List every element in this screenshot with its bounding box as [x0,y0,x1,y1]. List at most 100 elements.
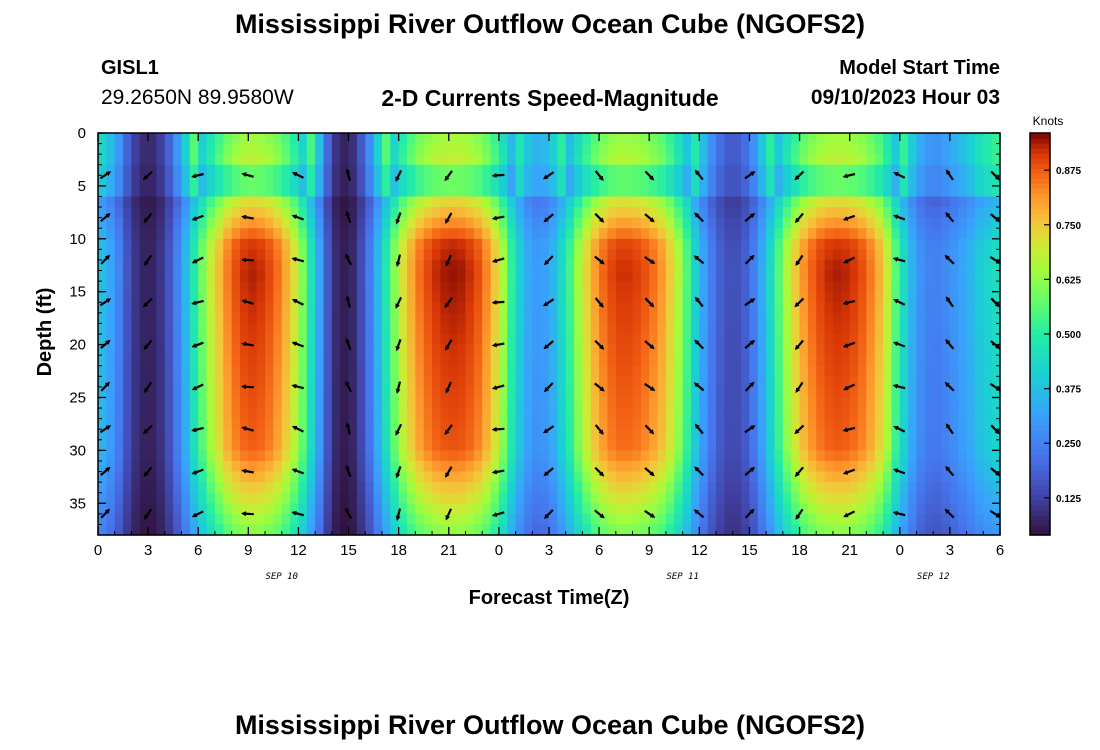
colorbar-cell [1030,369,1050,375]
heatmap-cell [774,196,784,208]
heatmap-cell [189,334,199,346]
heatmap-cell [365,217,375,229]
heatmap-cell [189,164,199,176]
heatmap-cell [139,482,149,494]
heatmap-cell [958,259,968,272]
heatmap-cell [791,281,801,293]
heatmap-cell [908,238,918,250]
heatmap-cell [574,185,584,198]
heatmap-cell [824,503,834,515]
heatmap-cell [849,429,859,441]
heatmap-cell [381,418,391,430]
heatmap-cell [473,408,483,420]
heatmap-cell [565,450,575,462]
heatmap-cell [98,513,107,526]
heatmap-cell [649,228,659,240]
heatmap-cell [741,164,751,176]
heatmap-cell [148,185,158,198]
heatmap-cell [640,259,650,272]
heatmap-cell [590,259,600,272]
current-vector [542,171,555,180]
heatmap-cell [724,344,734,356]
heatmap-cell [891,185,901,198]
heatmap-cell [757,418,767,430]
heatmap-cell [883,513,893,526]
heatmap-cell [841,217,851,229]
heatmap-cell [824,365,834,377]
heatmap-cell [281,492,291,504]
heatmap-cell [632,397,642,409]
heatmap-cell [649,482,659,494]
heatmap-cell [549,164,558,176]
heatmap-cell [749,524,759,536]
heatmap-cell [239,344,249,356]
heatmap-cell [540,524,550,536]
heatmap-cell [924,133,934,145]
heatmap-cell [181,460,191,473]
heatmap-cell [265,249,274,261]
heatmap-cell [883,450,893,462]
current-vector [744,254,755,265]
heatmap-cell [331,259,341,272]
heatmap-cell [849,281,859,293]
heatmap-cell [665,397,675,409]
heatmap-cell [457,164,467,176]
heatmap-cell [640,429,650,441]
heatmap-cell [181,524,191,536]
heatmap-cell [114,291,124,303]
heatmap-cell [281,281,291,293]
heatmap-cell [281,291,291,303]
heatmap-cell [432,133,442,145]
heatmap-cell [231,281,241,293]
heatmap-cell [699,259,709,272]
heatmap-cell [707,228,717,240]
heatmap-cell [657,249,667,261]
heatmap-cell [841,524,851,536]
heatmap-cell [415,175,425,187]
heatmap-cell [340,429,350,441]
heatmap-cell [331,492,341,504]
heatmap-cell [749,228,759,240]
heatmap-cell [565,154,575,166]
heatmap-cell [507,429,517,441]
heatmap-cell [532,334,542,346]
heatmap-cell [290,312,300,325]
heatmap-cell [273,482,283,494]
heatmap-cell [807,175,817,187]
heatmap-cell [148,207,158,219]
heatmap-cell [582,323,592,335]
y-tick-label: 10 [69,231,86,248]
heatmap-cell [490,228,500,240]
heatmap-cell [290,450,300,462]
heatmap-cell [306,196,316,208]
heatmap-cell [582,344,592,356]
heatmap-cell [649,207,659,219]
heatmap-cell [799,408,809,420]
heatmap-cell [799,460,809,473]
heatmap-cell [139,334,149,346]
heatmap-cell [949,397,959,409]
heatmap-cell [507,312,517,325]
heatmap-cell [432,238,442,250]
heatmap-cell [983,154,993,166]
heatmap-cell [908,460,918,473]
heatmap-cell [265,259,274,272]
heatmap-cell [841,270,851,282]
heatmap-cell [574,503,584,515]
heatmap-cell [690,217,700,229]
heatmap-cell [465,386,475,399]
heatmap-cell [173,133,183,145]
heatmap-cell [749,429,759,441]
heatmap-cell [373,259,383,272]
heatmap-cell [682,154,692,166]
heatmap-cell [365,175,375,187]
heatmap-cell [724,386,734,399]
heatmap-cell [490,365,500,377]
heatmap-cell [841,228,851,240]
current-vector [491,172,505,178]
heatmap-cell [807,270,817,282]
heatmap-cell [231,133,241,145]
heatmap-cell [707,217,717,229]
heatmap-cell [281,397,291,409]
heatmap-cell [273,302,283,314]
